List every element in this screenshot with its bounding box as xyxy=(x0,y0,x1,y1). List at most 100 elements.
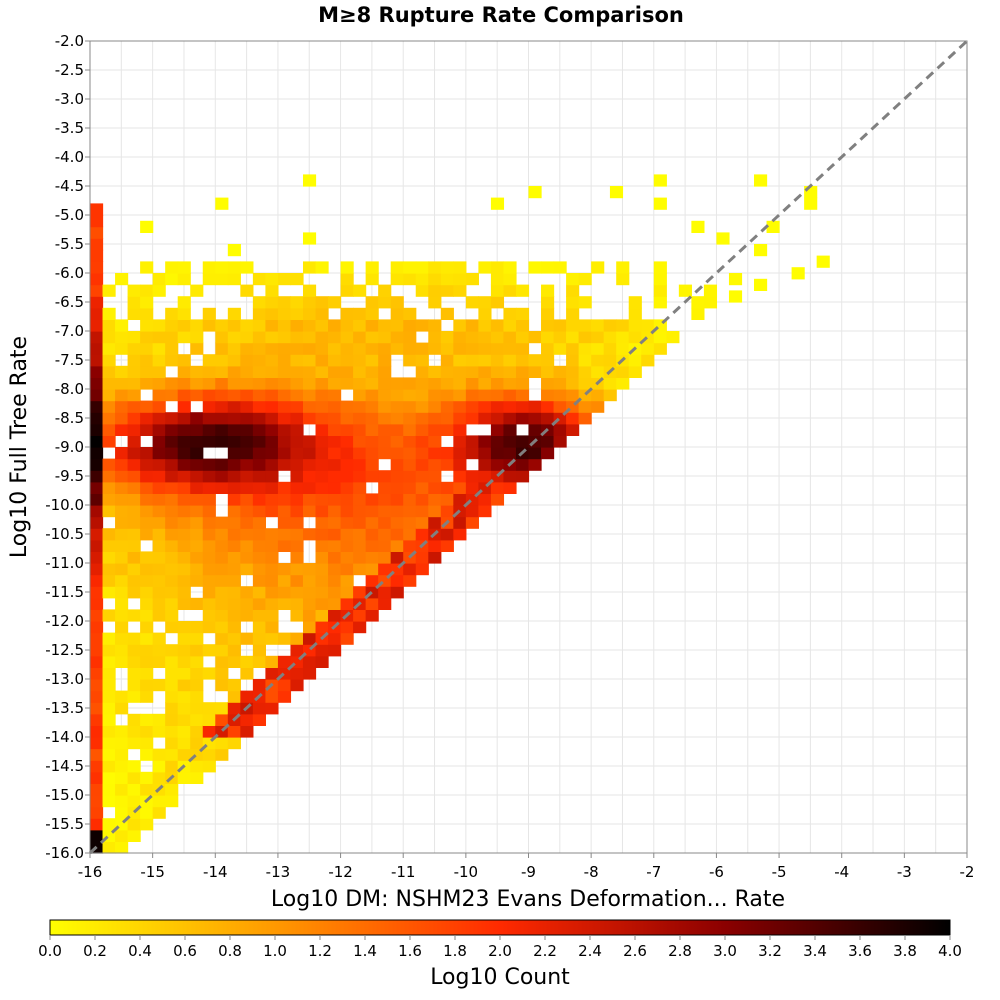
heatmap-cell xyxy=(290,632,304,645)
heatmap-cell xyxy=(227,481,241,494)
heatmap-cell xyxy=(328,505,342,518)
heatmap-cell xyxy=(252,597,266,610)
heatmap-cell xyxy=(240,528,254,541)
heatmap-cell xyxy=(415,319,429,332)
heatmap-cell xyxy=(227,737,241,750)
heatmap-cell xyxy=(127,713,141,726)
heatmap-cell xyxy=(140,493,154,506)
heatmap-cell xyxy=(390,319,404,332)
y-tick-label: -10.5 xyxy=(45,525,84,543)
heatmap-cell xyxy=(90,261,104,274)
heatmap-cell xyxy=(152,586,166,599)
heatmap-cell xyxy=(177,412,191,425)
heatmap-cell xyxy=(453,261,467,274)
heatmap-cell xyxy=(328,365,342,378)
heatmap-cell xyxy=(227,342,241,355)
heatmap-cell xyxy=(140,679,154,692)
heatmap-cell xyxy=(290,505,304,518)
heatmap-cell xyxy=(177,551,191,564)
heatmap-cell xyxy=(478,505,492,518)
heatmap-cell xyxy=(90,597,104,610)
heatmap-cell xyxy=(340,574,354,587)
heatmap-cell xyxy=(390,296,404,309)
heatmap-cell xyxy=(215,609,229,622)
heatmap-cell xyxy=(140,220,154,233)
y-tick-label: -4.5 xyxy=(55,177,84,195)
heatmap-cell xyxy=(102,737,116,750)
heatmap-cell xyxy=(315,551,329,564)
heatmap-cell xyxy=(90,737,104,750)
heatmap-cell xyxy=(628,296,642,309)
heatmap-cell xyxy=(628,354,642,367)
heatmap-cell xyxy=(415,354,429,367)
heatmap-cell xyxy=(365,528,379,541)
heatmap-cell xyxy=(328,447,342,460)
heatmap-cell xyxy=(340,597,354,610)
heatmap-cell xyxy=(252,400,266,413)
heatmap-cell xyxy=(302,365,317,378)
heatmap-cell xyxy=(277,365,292,378)
heatmap-cell xyxy=(290,516,304,529)
heatmap-cell xyxy=(90,435,104,448)
heatmap-cell xyxy=(215,516,229,529)
y-tick-label: -8.0 xyxy=(55,380,84,398)
heatmap-cell xyxy=(227,539,241,552)
heatmap-cell xyxy=(102,690,116,703)
heatmap-cell xyxy=(315,400,329,413)
heatmap-cell xyxy=(290,435,304,448)
heatmap-cell xyxy=(215,644,229,657)
heatmap-cell xyxy=(378,284,392,297)
heatmap-cell xyxy=(90,249,104,262)
heatmap-cell xyxy=(177,423,191,436)
heatmap-cell xyxy=(90,481,104,494)
heatmap-cell xyxy=(102,783,116,796)
heatmap-cell xyxy=(127,481,141,494)
heatmap-cell xyxy=(177,702,191,715)
heatmap-cell xyxy=(603,319,617,332)
heatmap-cell xyxy=(290,597,304,610)
heatmap-cell xyxy=(252,713,266,726)
heatmap-cell xyxy=(152,713,166,726)
heatmap-cell xyxy=(403,377,417,390)
heatmap-cell xyxy=(340,632,354,645)
heatmap-cell xyxy=(465,505,479,518)
heatmap-cell xyxy=(215,528,229,541)
heatmap-cell xyxy=(102,354,116,367)
heatmap-cell xyxy=(628,365,642,378)
heatmap-cell xyxy=(290,389,304,402)
heatmap-cell xyxy=(528,186,542,199)
heatmap-cell xyxy=(616,331,630,344)
heatmap-cell xyxy=(378,296,392,309)
heatmap-cell xyxy=(328,331,342,344)
heatmap-cell xyxy=(465,331,479,344)
heatmap-cell xyxy=(440,539,454,552)
heatmap-cell xyxy=(227,354,241,367)
heatmap-cell xyxy=(365,574,379,587)
heatmap-cell xyxy=(152,644,166,657)
heatmap-cell xyxy=(302,621,317,634)
heatmap-cell xyxy=(202,551,216,564)
heatmap-cell xyxy=(503,481,517,494)
colorbar-tick-label: 0.0 xyxy=(38,942,62,960)
heatmap-cell xyxy=(90,690,104,703)
heatmap-cell xyxy=(252,539,266,552)
heatmap-cell xyxy=(90,505,104,518)
heatmap-cell xyxy=(390,307,404,320)
heatmap-cell xyxy=(390,400,404,413)
colorbar-tick-label: 3.8 xyxy=(893,942,917,960)
heatmap-cell xyxy=(265,609,279,622)
heatmap-cell xyxy=(290,563,304,576)
heatmap-cell xyxy=(440,481,454,494)
heatmap-cell xyxy=(215,586,229,599)
heatmap-cell xyxy=(127,644,141,657)
heatmap-cell xyxy=(227,632,241,645)
colorbar-tick-label: 2.0 xyxy=(488,942,512,960)
heatmap-cell xyxy=(177,377,191,390)
heatmap-cell xyxy=(390,261,404,274)
y-tick-label: -16.0 xyxy=(45,844,84,862)
heatmap-cell xyxy=(265,655,279,668)
heatmap-cell xyxy=(403,389,417,402)
heatmap-cell xyxy=(127,447,141,460)
heatmap-cell xyxy=(115,528,129,541)
heatmap-cell xyxy=(152,354,166,367)
